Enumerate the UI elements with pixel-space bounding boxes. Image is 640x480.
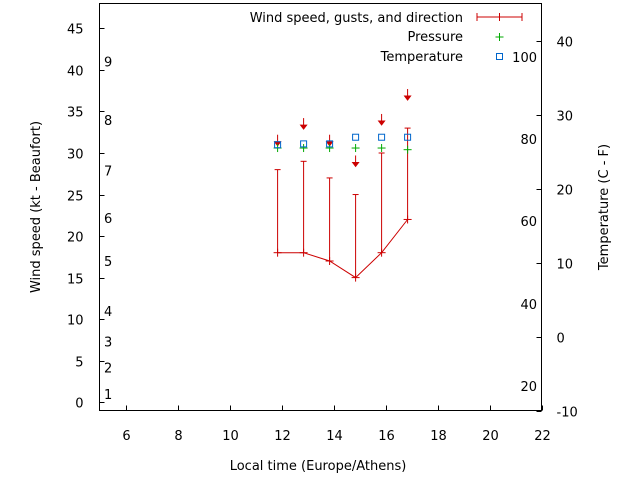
x-axis-label: Local time (Europe/Athens) [230,459,407,474]
y-tick-label: 45 [67,23,84,38]
fahrenheit-label: 100 [512,51,537,66]
fahrenheit-label: 60 [520,215,537,230]
y-tick-label: 30 [67,148,84,163]
pressure-point [325,144,334,153]
legend-temperature-label: Temperature [380,50,463,65]
legend-pressure-label: Pressure [407,30,463,45]
x-tick-labels: 6 8 10 12 14 16 18 20 22 [122,429,550,444]
beaufort-label: 7 [104,164,112,179]
pressure-point [377,144,386,153]
y2-tick-label: -10 [557,406,578,421]
beaufort-label: 5 [104,255,112,270]
beaufort-label: 9 [104,56,112,71]
y2-tick-label: 20 [557,184,574,199]
wind-direction-arrow [351,155,360,168]
temperature-point [326,140,334,148]
y-tick-label: 5 [75,356,83,371]
temperature-point [404,133,412,141]
x-tick-label: 18 [430,429,447,444]
x-tick-label: 22 [534,429,551,444]
beaufort-label: 2 [104,361,112,376]
pressure-point [403,145,412,154]
beaufort-label: 3 [104,336,112,351]
y-tick-label: 15 [67,273,84,288]
y-tick-label: 0 [75,397,83,412]
y-tick-label: 20 [67,231,84,246]
x-tick-label: 12 [274,429,291,444]
y-tick-labels: 0 5 10 15 20 25 30 35 40 45 [67,23,84,412]
y-axis-label: Wind speed (kt - Beaufort) [29,121,44,293]
beaufort-label: 8 [104,114,112,129]
y2-axis-label: Temperature (C - F) [597,144,612,271]
fahrenheit-labels: 20 40 60 80 100 [512,51,537,395]
temperature-point [378,133,386,141]
legend: Wind speed, gusts, and direction Pressur… [250,11,523,65]
wind-speed-line [277,219,408,279]
pressure-point [299,144,308,153]
temperature-point [352,133,360,141]
beaufort-labels: 1 2 3 4 5 6 7 8 9 [104,56,112,403]
x-tick-label: 20 [482,429,499,444]
fahrenheit-label: 20 [520,380,537,395]
y-tick-label: 25 [67,190,84,205]
x-tick-label: 8 [174,429,182,444]
temperature-point [300,140,308,148]
x-tick-label: 10 [222,429,239,444]
y2-tick-label: 0 [557,332,565,347]
wind-direction-arrow [299,118,308,130]
fahrenheit-label: 80 [520,133,537,148]
wind-direction-arrow [377,113,386,126]
wind-direction-arrow [403,89,412,101]
y2-tick-labels: -10 0 10 20 30 40 [557,36,578,421]
y2-tick-label: 40 [557,36,574,51]
wind-direction-arrow [325,134,334,147]
x-tick-label: 14 [326,429,343,444]
plot-frame [99,3,542,411]
legend-wind-label: Wind speed, gusts, and direction [250,11,463,26]
y-tick-label: 10 [67,314,84,329]
fahrenheit-label: 40 [520,298,537,313]
series-layer [273,89,412,282]
y-tick-label: 40 [67,65,84,80]
x-tick-label: 6 [122,429,130,444]
legend-temperature-marker [496,53,503,60]
temperature-point [274,141,282,149]
axis-ticks [99,28,543,412]
x-tick-label: 16 [378,429,395,444]
y2-tick-label: 10 [557,258,574,273]
beaufort-label: 4 [104,305,112,320]
y-tick-label: 35 [67,106,84,121]
legend-pressure-marker [495,33,504,41]
pressure-point [351,144,360,153]
beaufort-label: 6 [104,212,112,227]
y2-tick-label: 30 [557,110,574,125]
beaufort-label: 1 [104,388,112,403]
